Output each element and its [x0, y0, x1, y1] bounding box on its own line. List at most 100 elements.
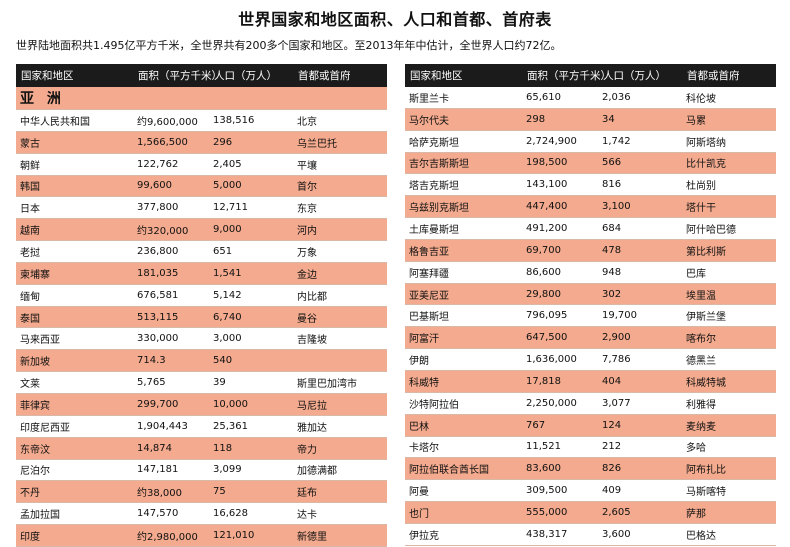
capital-cell: 东京: [293, 196, 387, 220]
area-cell: 14,874: [133, 437, 209, 460]
population-cell: 566: [598, 152, 682, 175]
capital-cell: 乌兰巴托: [293, 131, 387, 154]
population-cell: 118: [209, 437, 293, 460]
country-cell: 尼泊尔: [16, 459, 133, 482]
country-cell: 巴林: [405, 414, 522, 437]
capital-cell: 北京: [293, 109, 387, 132]
country-cell: 乌兹别克斯坦: [405, 195, 522, 219]
table-row: 菲律宾 299,700 10,000 马尼拉: [16, 393, 387, 416]
table-row: 泰国 513,115 6,740 曼谷: [16, 306, 387, 329]
population-cell: 19,700: [598, 304, 682, 328]
area-cell: 438,317: [522, 523, 598, 546]
country-cell: 伊朗: [405, 348, 522, 371]
population-cell: 121,010: [209, 524, 293, 547]
header-population: 人口（万人）: [209, 64, 293, 87]
country-cell: 印度: [16, 524, 133, 547]
country-cell: 缅甸: [16, 284, 133, 307]
area-cell: 198,500: [522, 152, 598, 175]
population-cell: 3,077: [598, 392, 682, 415]
area-cell: 147,570: [133, 502, 209, 526]
capital-cell: 伊斯兰堡: [682, 304, 776, 328]
country-cell: 菲律宾: [16, 393, 133, 416]
capital-cell: 巴库: [682, 261, 776, 284]
population-cell: 816: [598, 173, 682, 197]
population-cell: 7,786: [598, 348, 682, 371]
table-row: 印度尼西亚 1,904,443 25,361 雅加达: [16, 415, 387, 438]
area-cell: 513,115: [133, 306, 209, 329]
capital-cell: 科伦坡: [682, 87, 776, 109]
capital-cell: 利雅得: [682, 392, 776, 415]
table-row: 斯里兰卡 65,610 2,036 科伦坡: [405, 87, 776, 109]
population-cell: 2,605: [598, 501, 682, 524]
area-cell: 181,035: [133, 262, 209, 285]
area-cell: 约9,600,000: [133, 109, 209, 132]
capital-cell: 喀布尔: [682, 326, 776, 350]
capital-cell: 内比都: [293, 284, 387, 307]
population-cell: 1,742: [598, 130, 682, 153]
capital-cell: 曼谷: [293, 306, 387, 329]
country-cell: 马来西亚: [16, 327, 133, 351]
capital-cell: 廷布: [293, 480, 387, 504]
population-cell: 302: [598, 283, 682, 306]
header-population: 人口（万人）: [598, 64, 682, 87]
header-capital: 首都或首府: [293, 64, 387, 87]
table-row: 文莱 5,765 39 斯里巴加湾市: [16, 371, 387, 394]
population-cell: 25,361: [209, 415, 293, 438]
population-cell: 124: [598, 414, 682, 437]
population-cell: 826: [598, 457, 682, 481]
right-data-table: 国家和地区 面积（平方千米） 人口（万人） 首都或首府 斯里兰卡 65,610 2,…: [405, 64, 776, 546]
table-row: 缅甸 676,581 5,142 内比都: [16, 284, 387, 307]
population-cell: 540: [209, 349, 293, 373]
capital-cell: 雅加达: [293, 415, 387, 438]
country-cell: 也门: [405, 501, 522, 524]
table-row: 阿塞拜疆 86,600 948 巴库: [405, 261, 776, 284]
table-row: 乌兹别克斯坦 447,400 3,100 塔什干: [405, 195, 776, 219]
area-cell: 796,095: [522, 304, 598, 328]
capital-cell: 阿斯塔纳: [682, 130, 776, 153]
table-row: 孟加拉国 147,570 16,628 达卡: [16, 502, 387, 526]
country-cell: 伊拉克: [405, 523, 522, 546]
header-capital: 首都或首府: [682, 64, 776, 87]
table-row: 蒙古 1,566,500 296 乌兰巴托: [16, 131, 387, 154]
capital-cell: 埃里温: [682, 283, 776, 306]
country-cell: 阿塞拜疆: [405, 261, 522, 284]
population-cell: 5,000: [209, 175, 293, 198]
population-cell: 2,036: [598, 87, 682, 109]
area-cell: 309,500: [522, 479, 598, 503]
area-cell: 83,600: [522, 457, 598, 481]
area-cell: 330,000: [133, 327, 209, 351]
header-area: 面积（平方千米）: [133, 64, 222, 87]
population-cell: 16,628: [209, 502, 293, 526]
country-cell: 吉尔吉斯斯坦: [405, 152, 522, 175]
country-cell: 塔吉克斯坦: [405, 173, 522, 197]
area-cell: 99,600: [133, 175, 209, 198]
table-row: 伊朗 1,636,000 7,786 德黑兰: [405, 348, 776, 371]
country-cell: 越南: [16, 218, 133, 242]
table-header-row: 国家和地区 面积（平方千米） 人口（万人） 首都或首府: [16, 64, 387, 87]
country-cell: 卡塔尔: [405, 436, 522, 459]
country-cell: 朝鲜: [16, 153, 133, 176]
area-cell: 5,765: [133, 371, 209, 394]
country-cell: 新加坡: [16, 349, 133, 373]
population-cell: 34: [598, 108, 682, 131]
table-row: 韩国 99,600 5,000 首尔: [16, 175, 387, 198]
capital-cell: 河内: [293, 218, 387, 242]
population-cell: 651: [209, 240, 293, 263]
population-cell: 2,900: [598, 326, 682, 350]
region-label: 亚 洲: [16, 87, 387, 110]
right-table-body: 斯里兰卡 65,610 2,036 科伦坡 马尔代夫 298 34 马累 哈萨克斯坦 2,724,…: [405, 87, 776, 546]
capital-cell: 达卡: [293, 502, 387, 526]
capital-cell: 科威特城: [682, 370, 776, 393]
population-cell: 5,142: [209, 284, 293, 307]
country-cell: 沙特阿拉伯: [405, 392, 522, 415]
area-cell: 299,700: [133, 393, 209, 416]
table-row: 阿曼 309,500 409 马斯喀特: [405, 479, 776, 503]
area-cell: 17,818: [522, 370, 598, 393]
population-cell: 684: [598, 217, 682, 240]
country-cell: 韩国: [16, 175, 133, 198]
capital-cell: 德黑兰: [682, 348, 776, 371]
capital-cell: 杜尚别: [682, 173, 776, 197]
country-cell: 阿拉伯联合酋长国: [405, 457, 522, 481]
capital-cell: 塔什干: [682, 195, 776, 219]
capital-cell: 新德里: [293, 524, 387, 547]
